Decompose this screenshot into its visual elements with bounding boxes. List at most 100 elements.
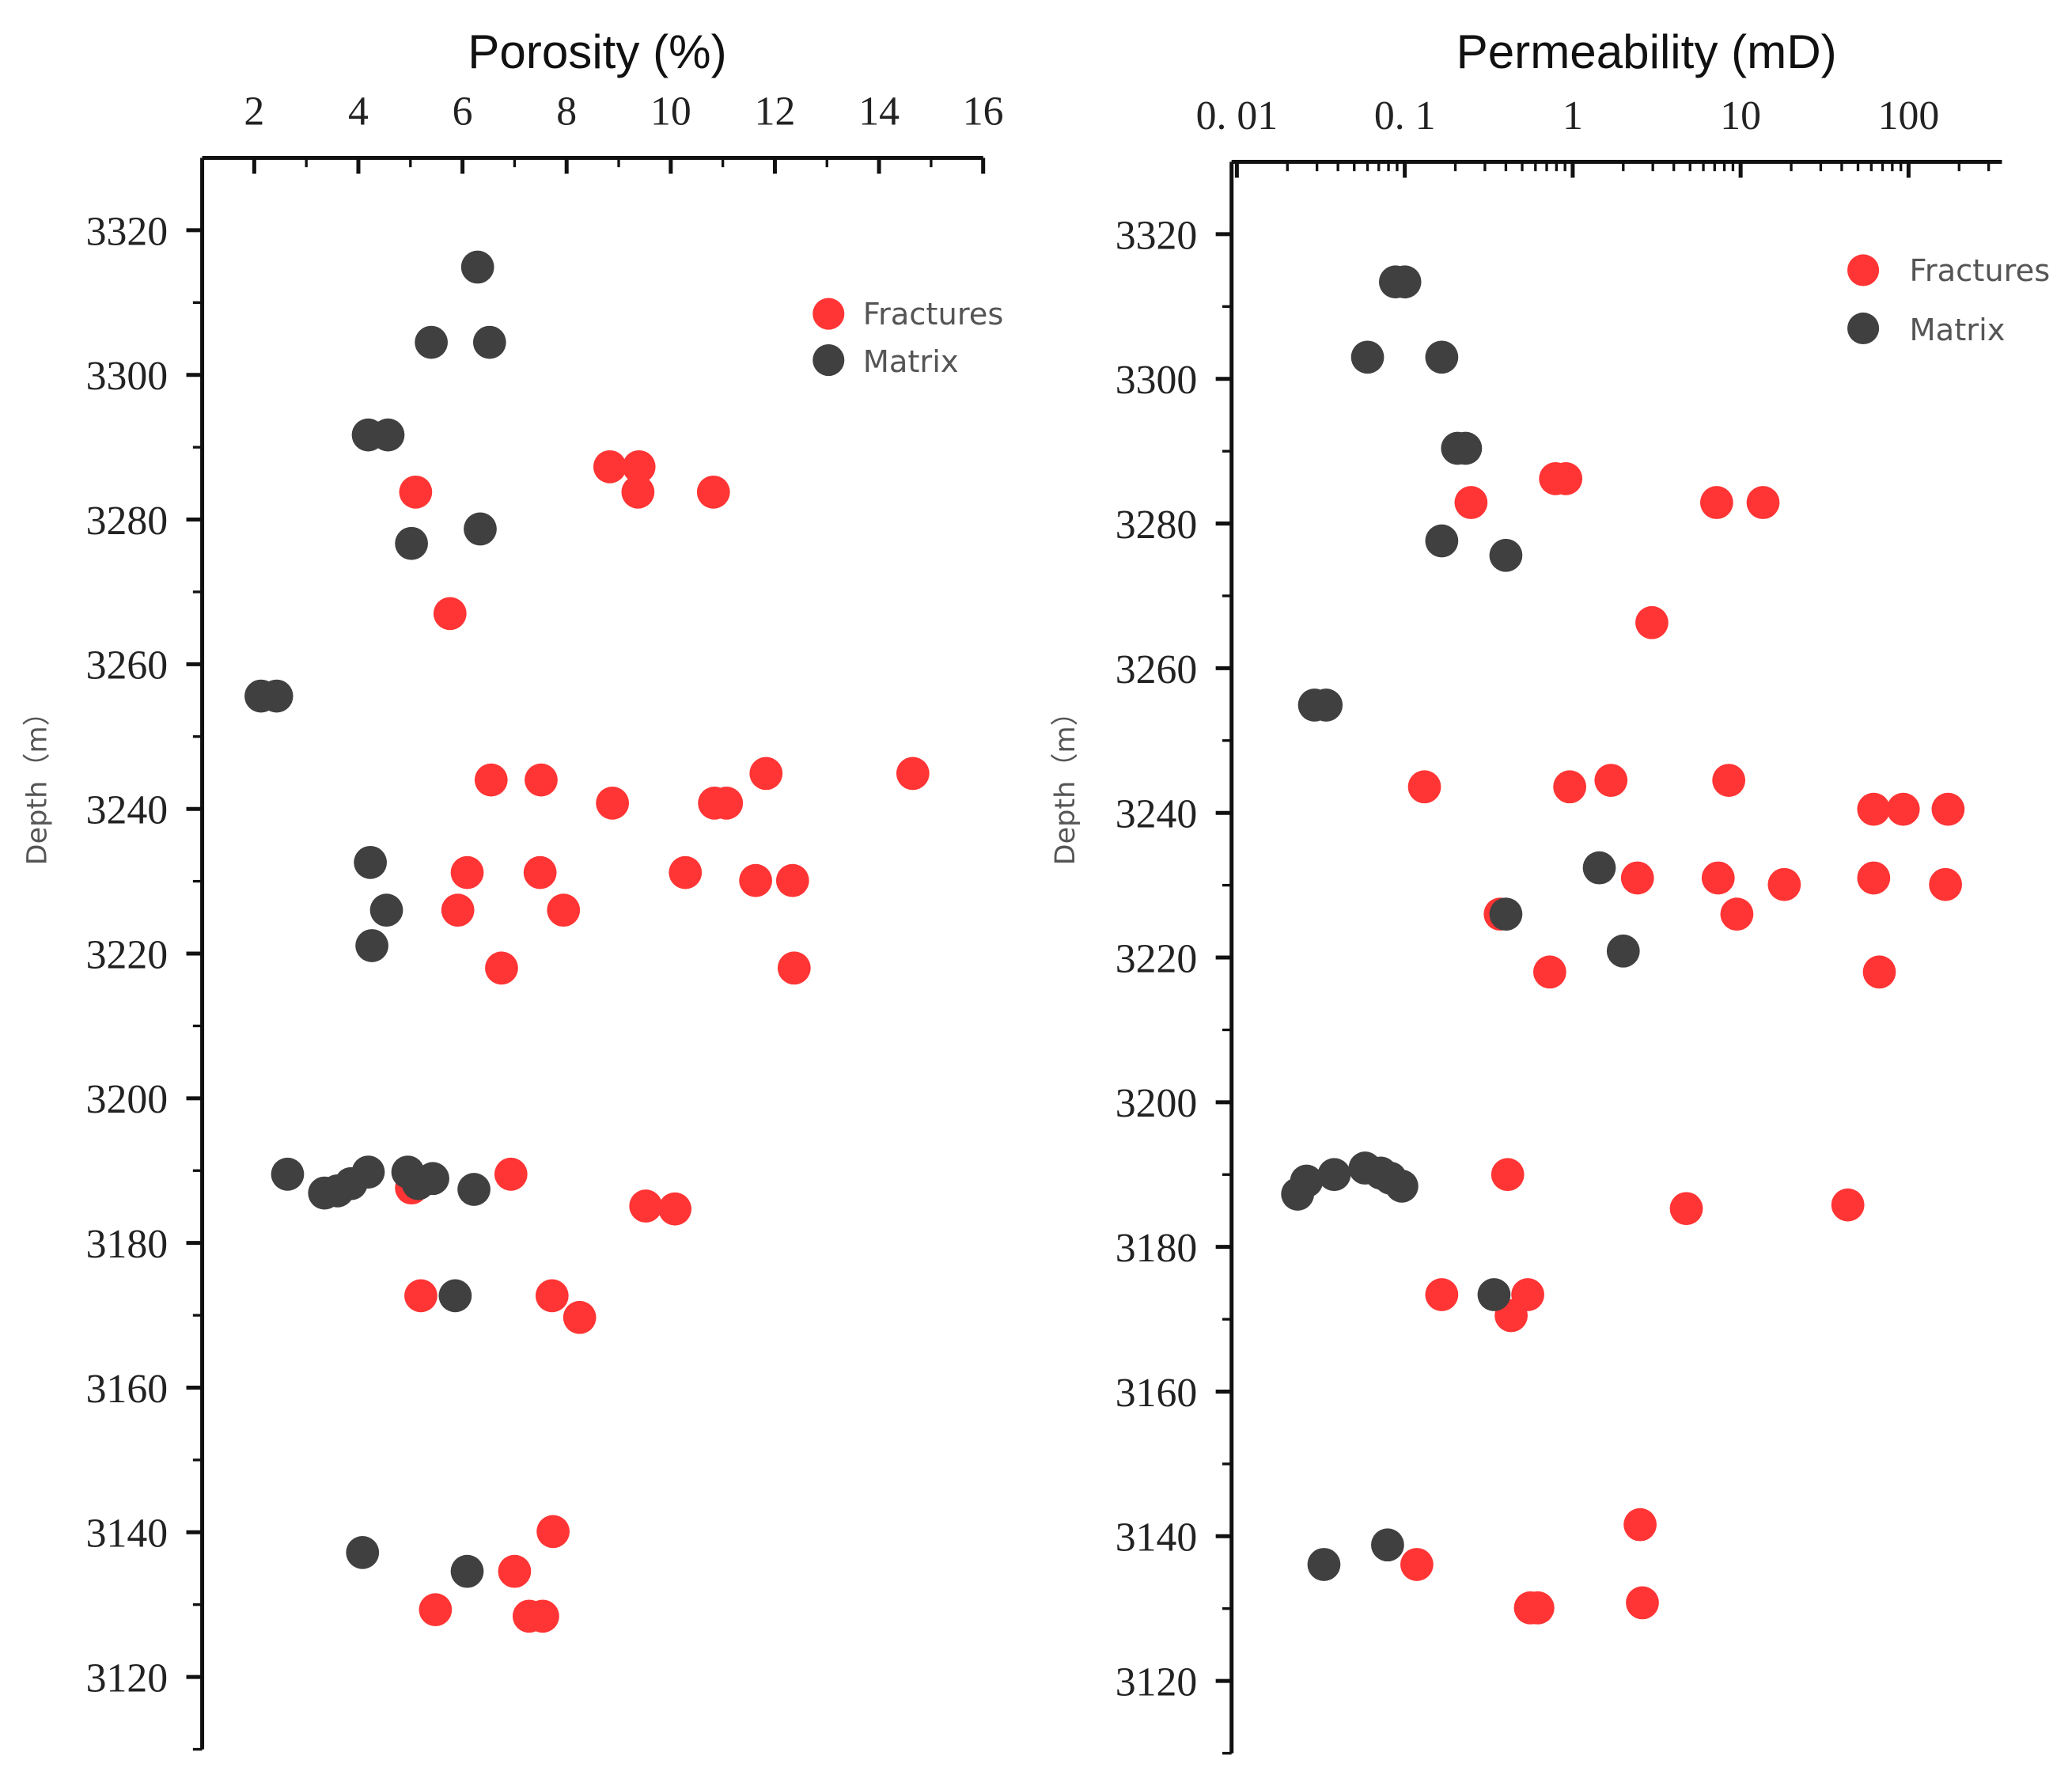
permeability-y-tick-label: 3320 <box>1116 213 1198 258</box>
permeability-matrix-point <box>1371 1528 1404 1562</box>
porosity-y-tick-label: 3300 <box>86 354 169 399</box>
permeability-y-tick-label: 3240 <box>1116 792 1198 837</box>
porosity-matrix-point <box>271 1157 305 1191</box>
porosity-fractures-point <box>739 863 772 897</box>
permeability-x-tick-label: 0. 1 <box>1374 93 1436 138</box>
permeability-matrix-point <box>1385 1170 1419 1203</box>
porosity-fractures-point <box>419 1593 453 1626</box>
porosity-y-tick-label: 3260 <box>86 643 169 688</box>
porosity-fractures-point <box>658 1192 691 1226</box>
porosity-x-tick-label: 2 <box>244 89 264 135</box>
permeability-fractures-point <box>1407 770 1441 804</box>
permeability-fractures-point <box>1521 1591 1555 1625</box>
permeability-fractures-point <box>1746 486 1780 519</box>
porosity-matrix-point <box>259 679 294 713</box>
permeability-matrix-point <box>1307 1548 1341 1581</box>
porosity-matrix-point <box>369 893 403 927</box>
legend-matrix-marker <box>1847 312 1880 345</box>
porosity-x-tick-label: 14 <box>858 89 900 135</box>
permeability-fractures-point <box>1929 867 1962 901</box>
porosity-fractures-point <box>710 787 744 820</box>
porosity-fractures-point <box>450 855 484 889</box>
permeability-y-tick-label: 3280 <box>1116 503 1198 548</box>
permeability-fractures-point <box>1491 1158 1525 1192</box>
permeability-fractures-point <box>1701 861 1735 895</box>
permeability-matrix-point <box>1317 1158 1351 1192</box>
porosity-y-tick-label: 3280 <box>86 499 169 544</box>
porosity-y-tick-label: 3200 <box>86 1077 169 1122</box>
permeability-fractures-point <box>1886 792 1920 826</box>
permeability-matrix-point <box>1582 851 1616 885</box>
porosity-fractures-point <box>622 449 656 484</box>
permeability-fractures-point <box>1720 897 1754 931</box>
porosity-fractures-point <box>777 951 811 985</box>
porosity-fractures-point <box>474 763 508 797</box>
permeability-matrix-point <box>1350 340 1384 374</box>
permeability-x-tick-label: 1 <box>1563 93 1583 138</box>
permeability-fractures-point <box>1626 1586 1659 1620</box>
porosity-matrix-point <box>355 929 388 962</box>
porosity-y-tick-label: 3240 <box>86 788 169 833</box>
permeability-matrix-point <box>1309 688 1343 722</box>
porosity-y-tick-label: 3320 <box>86 209 169 254</box>
porosity-x-tick-label: 12 <box>755 89 796 135</box>
legend-matrix-label: Matrix <box>863 344 959 380</box>
permeability-y-tick-label: 3120 <box>1116 1659 1198 1705</box>
porosity-y-tick-label: 3140 <box>86 1511 169 1557</box>
permeability-fractures-point <box>1400 1548 1434 1581</box>
porosity-x-tick-label: 8 <box>556 89 577 135</box>
permeability-fractures-point <box>1699 486 1733 519</box>
porosity-x-tick-label: 6 <box>453 89 473 135</box>
permeability-fractures-point <box>1533 955 1566 989</box>
porosity-fractures-point <box>593 449 627 484</box>
permeability-fractures-point <box>1767 867 1801 901</box>
porosity-fractures-point <box>399 475 433 509</box>
porosity-y-tick-label: 3220 <box>86 932 169 977</box>
permeability-y-tick-label: 3200 <box>1116 1081 1198 1126</box>
permeability-panel: Permeability (mD) Depth（m） Fractures Mat… <box>1049 25 2050 1755</box>
porosity-matrix-point <box>472 325 506 359</box>
porosity-fractures-point <box>523 855 557 889</box>
legend-fractures-marker <box>813 298 845 330</box>
permeability-fractures-point <box>1620 861 1654 895</box>
permeability-y-tick-label: 3260 <box>1116 647 1198 692</box>
porosity-panel: Porosity (%) Depth（m） Fractures Matrix 2… <box>21 25 1004 1751</box>
permeability-x-tick-label: 10 <box>1720 93 1761 138</box>
porosity-y-tick-label: 3180 <box>86 1222 169 1267</box>
porosity-fractures-point <box>404 1279 438 1313</box>
porosity-fractures-point <box>485 951 518 985</box>
permeability-y-tick-label: 3220 <box>1116 936 1198 981</box>
legend-fractures-label: Fractures <box>863 297 1004 332</box>
legend-matrix-marker <box>813 344 845 377</box>
porosity-fractures-point <box>696 475 730 509</box>
permeability-fractures-point <box>1623 1508 1657 1542</box>
porosity-fractures-point <box>494 1157 528 1191</box>
permeability-matrix-point <box>1425 340 1459 374</box>
permeability-fractures-point <box>1553 770 1587 804</box>
permeability-matrix-point <box>1425 524 1459 558</box>
porosity-fractures-point <box>526 1599 559 1633</box>
porosity-x-tick-label: 4 <box>348 89 369 135</box>
legend-matrix-label: Matrix <box>1910 313 2006 348</box>
porosity-fractures-point <box>433 597 467 631</box>
permeability-fractures-point <box>1594 764 1628 797</box>
permeability-fractures-point <box>1669 1192 1703 1226</box>
permeability-fractures-point <box>1549 462 1583 495</box>
permeability-matrix-point <box>1606 934 1640 968</box>
porosity-matrix-point <box>438 1279 472 1313</box>
permeability-fractures-point <box>1454 486 1488 519</box>
legend-fractures-marker <box>1847 254 1880 286</box>
permeability-y-tick-label: 3180 <box>1116 1226 1198 1271</box>
porosity-fractures-point <box>629 1189 663 1223</box>
porosity-matrix-point <box>351 1155 385 1189</box>
porosity-x-tick-label: 10 <box>650 89 691 135</box>
porosity-matrix-point <box>354 845 387 879</box>
permeability-fractures-point <box>1635 605 1669 639</box>
permeability-matrix-point <box>1388 265 1422 299</box>
permeability-fractures-point <box>1831 1188 1865 1222</box>
permeability-y-tick-label: 3140 <box>1116 1515 1198 1561</box>
porosity-fractures-point <box>535 1279 569 1313</box>
permeability-matrix-point <box>1449 431 1483 465</box>
porosity-x-tick-label: 16 <box>963 89 1004 135</box>
permeability-matrix-point <box>1489 897 1523 931</box>
